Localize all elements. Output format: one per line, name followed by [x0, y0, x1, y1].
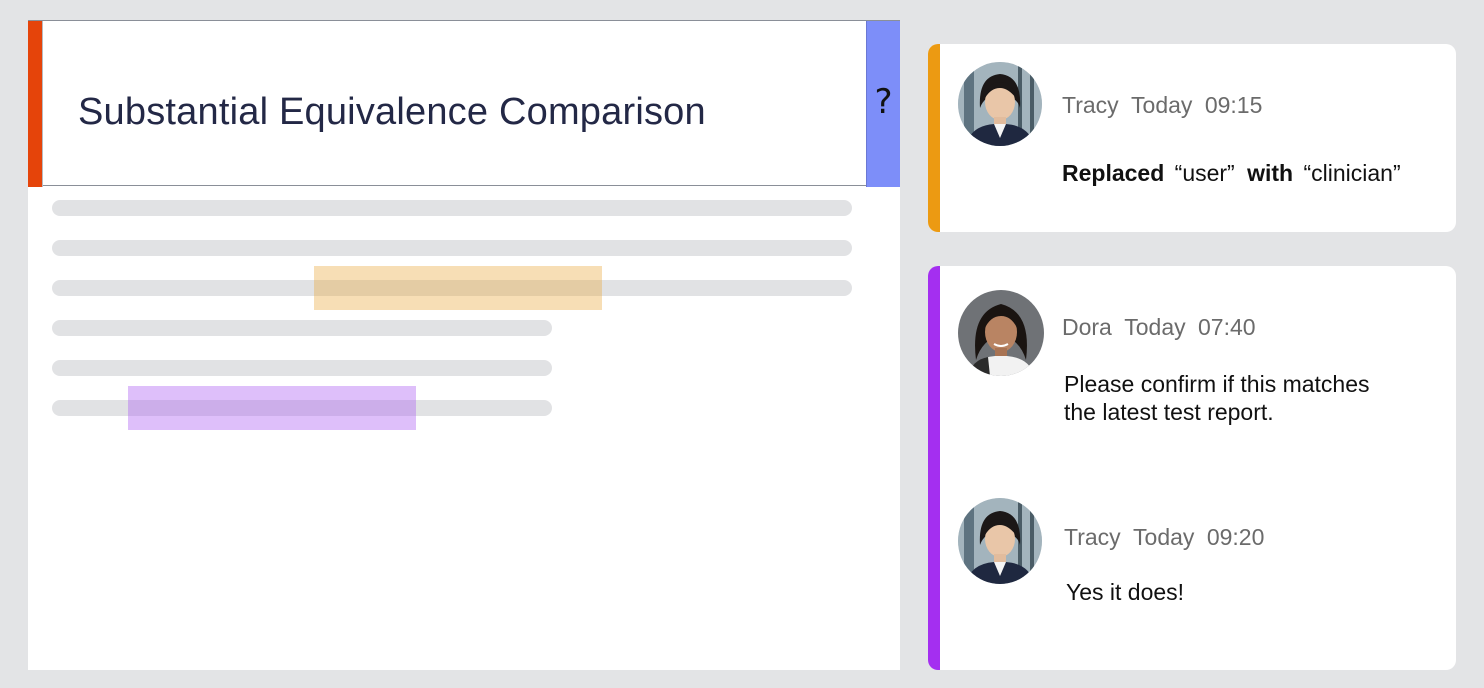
avatar-dora [958, 290, 1044, 376]
comment-date: Today [1131, 92, 1193, 118]
change-description: Replaced “user” with “clinician” [1062, 160, 1407, 187]
comment-meta: Dora Today 07:40 [1062, 314, 1256, 341]
avatar-dora-icon [958, 290, 1044, 376]
change-highlight[interactable] [314, 266, 602, 310]
comment-author: Tracy [1064, 524, 1121, 550]
comment-time: 07:40 [1198, 314, 1256, 340]
comment-author: Dora [1062, 314, 1112, 340]
comment-message-line: Yes it does! [1066, 579, 1185, 605]
comment-message-line: the latest test report. [1064, 399, 1274, 425]
text-line-placeholder [52, 240, 852, 256]
card-accent-bar [928, 44, 940, 232]
change-joiner: with [1247, 160, 1294, 186]
comment-message-line: Please confirm if this matches [1064, 371, 1370, 397]
change-action: Replaced [1062, 160, 1165, 186]
header-divider [42, 21, 43, 187]
comment-message: Please confirm if this matches the lates… [1064, 370, 1370, 426]
change-comment-card[interactable]: Tracy Today 09:15 Replaced “user” with “… [928, 44, 1456, 232]
comment-time: 09:20 [1206, 524, 1265, 550]
change-old-text: “user” [1174, 160, 1235, 186]
help-button[interactable]: ? [866, 21, 900, 187]
text-line-placeholder [52, 280, 852, 296]
change-new-text: “clinician” [1303, 160, 1401, 186]
card-accent-bar [928, 266, 940, 670]
document-header: Substantial Equivalence Comparison ? [28, 20, 900, 187]
question-mark-icon: ? [874, 82, 893, 122]
text-line-placeholder [52, 320, 552, 336]
comment-meta: Tracy Today 09:20 [1064, 524, 1264, 551]
comment-thread-card[interactable]: Dora Today 07:40 Please confirm if this … [928, 266, 1456, 670]
document-title: Substantial Equivalence Comparison [78, 91, 706, 133]
comment-date: Today [1124, 314, 1186, 340]
comment-meta: Tracy Today 09:15 [1062, 92, 1262, 119]
comment-author: Tracy [1062, 92, 1119, 118]
comment-highlight[interactable] [128, 386, 416, 430]
comment-message: Yes it does! [1066, 578, 1184, 606]
avatar-tracy-icon [958, 62, 1042, 146]
comment-time: 09:15 [1204, 92, 1263, 118]
document-panel: Substantial Equivalence Comparison ? [28, 20, 900, 670]
header-accent-bar [28, 21, 42, 187]
avatar-tracy-icon [958, 498, 1042, 584]
text-line-placeholder [52, 360, 552, 376]
avatar-tracy [958, 498, 1042, 584]
avatar-tracy [958, 62, 1042, 146]
text-line-placeholder [52, 400, 552, 416]
comment-date: Today [1133, 524, 1195, 550]
text-line-placeholder [52, 200, 852, 216]
